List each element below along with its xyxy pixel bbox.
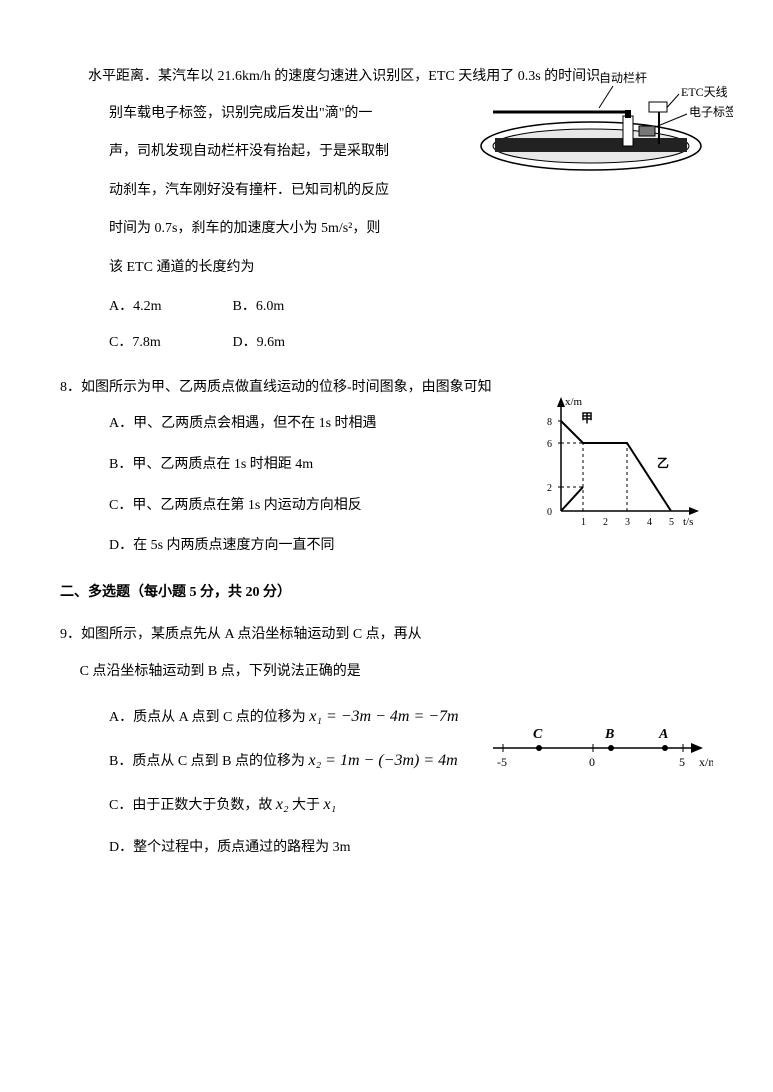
q9-c-prefix: C．由于正数大于负数，故 <box>109 798 272 813</box>
q9-b-prefix: B．质点从 C 点到 B 点的位移为 <box>109 754 305 769</box>
q8-option-c[interactable]: C．甲、乙两质点在第 1s 内运动方向相反 <box>60 493 440 520</box>
svg-text:1: 1 <box>581 517 586 528</box>
svg-text:x/m: x/m <box>699 755 713 769</box>
q7-option-b[interactable]: B．6.0m <box>233 294 353 321</box>
svg-text:0: 0 <box>547 507 552 518</box>
q7-line-2: 动刹车，汽车刚好没有撞杆．已知司机的反应 <box>109 178 449 205</box>
q8-options: A．甲、乙两质点会相遇，但不在 1s 时相遇 B．甲、乙两质点在 1s 时相距 … <box>60 411 440 559</box>
q7-line-3: 时间为 0.7s，刹车的加速度大小为 5m/s²，则 <box>109 216 449 243</box>
label-bar: 自动栏杆 <box>599 70 647 85</box>
q9-stem-2: C 点沿坐标轴运动到 B 点，下列说法正确的是 <box>60 659 713 686</box>
q7-option-a[interactable]: A．4.2m <box>109 294 229 321</box>
q9-option-c[interactable]: C．由于正数大于负数，故 x₂ 大于 x₁ <box>60 790 713 820</box>
q9-a-prefix: A．质点从 A 点到 C 点的位移为 <box>109 710 306 725</box>
q9-c-mid: 大于 <box>292 798 324 813</box>
label-antenna: ETC天线 <box>681 85 728 99</box>
svg-text:4: 4 <box>647 517 652 528</box>
svg-text:t/s: t/s <box>683 516 693 528</box>
section-2-heading: 二、多选题（每小题 5 分，共 20 分） <box>60 580 713 607</box>
q7-option-c[interactable]: C．7.8m <box>109 330 229 357</box>
q7-body: 别车载电子标签，识别完成后发出"滴"的一 声，司机发现自动栏杆没有抬起，于是采取… <box>60 101 449 357</box>
svg-text:C: C <box>533 727 543 742</box>
svg-text:2: 2 <box>547 483 552 494</box>
svg-text:x/m: x/m <box>565 396 583 408</box>
svg-text:5: 5 <box>669 517 674 528</box>
svg-text:B: B <box>604 727 614 742</box>
svg-text:0: 0 <box>589 755 595 769</box>
xt-graph: x/m t/s 0 2 6 8 1 2 3 4 5 甲 乙 <box>533 393 703 533</box>
svg-text:乙: 乙 <box>657 456 669 470</box>
q7-option-d[interactable]: D．9.6m <box>233 330 353 357</box>
q8-option-d[interactable]: D．在 5s 内两质点速度方向一直不同 <box>60 533 440 560</box>
question-8: x/m t/s 0 2 6 8 1 2 3 4 5 甲 乙 <box>60 375 713 560</box>
svg-text:A: A <box>658 727 668 742</box>
q8-option-b[interactable]: B．甲、乙两质点在 1s 时相距 4m <box>60 452 440 479</box>
q8-option-a[interactable]: A．甲、乙两质点会相遇，但不在 1s 时相遇 <box>60 411 440 438</box>
q9-stem-1: 9．如图所示，某质点先从 A 点沿坐标轴运动到 C 点，再从 <box>60 622 713 649</box>
question-9: -5 0 5 x/m C B A 9．如图所示，某质点先从 A 点沿坐标轴运动到… <box>60 622 713 861</box>
q9-a-formula: x₁ = −3m − 4m = −7m <box>309 708 458 725</box>
q7-line-1: 声，司机发现自动栏杆没有抬起，于是采取制 <box>109 139 449 166</box>
svg-text:8: 8 <box>547 417 552 428</box>
svg-text:6: 6 <box>547 439 552 450</box>
svg-text:2: 2 <box>603 517 608 528</box>
q9-c-v1: x₂ <box>276 796 289 813</box>
etc-figure: 自动栏杆 ETC天线 电子标签 <box>473 70 733 176</box>
svg-text:-5: -5 <box>497 755 507 769</box>
q9-option-d[interactable]: D．整个过程中，质点通过的路程为 3m <box>60 835 713 862</box>
q7-line-0: 别车载电子标签，识别完成后发出"滴"的一 <box>109 101 449 128</box>
question-7: 自动栏杆 ETC天线 电子标签 水平距离．某汽车以 21.6km/h 的速度匀速… <box>60 64 713 357</box>
svg-text:5: 5 <box>679 755 685 769</box>
q9-b-formula: x₂ = 1m − (−3m) = 4m <box>309 752 458 769</box>
label-tag: 电子标签 <box>689 104 733 119</box>
number-line-figure: -5 0 5 x/m C B A <box>483 716 713 772</box>
svg-text:3: 3 <box>625 517 630 528</box>
q9-c-v2: x₁ <box>324 796 337 813</box>
svg-text:甲: 甲 <box>581 411 593 425</box>
q7-line-4: 该 ETC 通道的长度约为 <box>109 255 449 282</box>
